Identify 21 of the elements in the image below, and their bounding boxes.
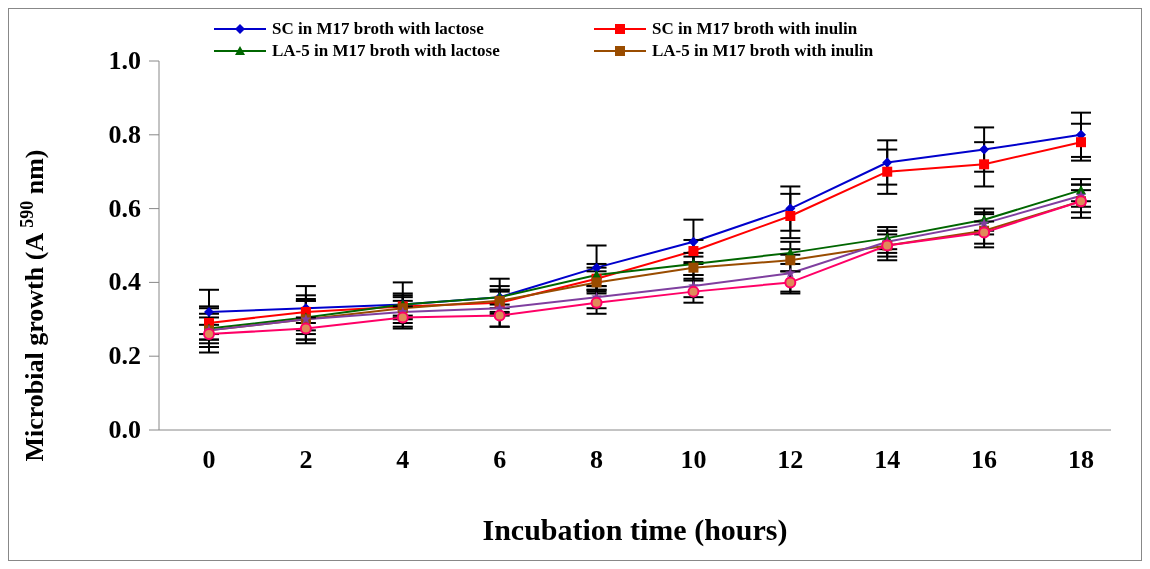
x-tick-label: 2 — [299, 445, 313, 475]
y-tick-label: 0.0 — [108, 415, 141, 444]
x-tick-label: 18 — [1068, 445, 1094, 475]
y-tick-label: 0.4 — [108, 267, 141, 297]
legend-label: SC in M17 broth with lactose — [272, 19, 484, 39]
x-tick-label: 12 — [777, 445, 804, 475]
legend-label: LA-5 in M17 broth with lactose — [272, 41, 500, 61]
y-tick-label: 1.0 — [108, 46, 141, 75]
legend-label: SC in M17 broth with inulin — [652, 19, 858, 39]
y-tick-label: 0.8 — [108, 119, 141, 149]
x-tick-label: 10 — [680, 445, 707, 475]
x-tick-label: 6 — [493, 445, 507, 475]
legend-label: LA-5 in M17 broth with inulin — [652, 41, 874, 61]
x-tick-label: 16 — [971, 445, 998, 475]
x-axis-title: Incubation time (hours) — [482, 513, 788, 547]
y-tick-label: 0.2 — [108, 341, 141, 371]
x-tick-label: 4 — [396, 445, 410, 475]
x-tick-label: 14 — [874, 445, 901, 475]
x-tick-label: 0 — [202, 445, 216, 475]
y-tick-label: 0.6 — [108, 193, 141, 223]
x-tick-label: 8 — [590, 445, 604, 475]
